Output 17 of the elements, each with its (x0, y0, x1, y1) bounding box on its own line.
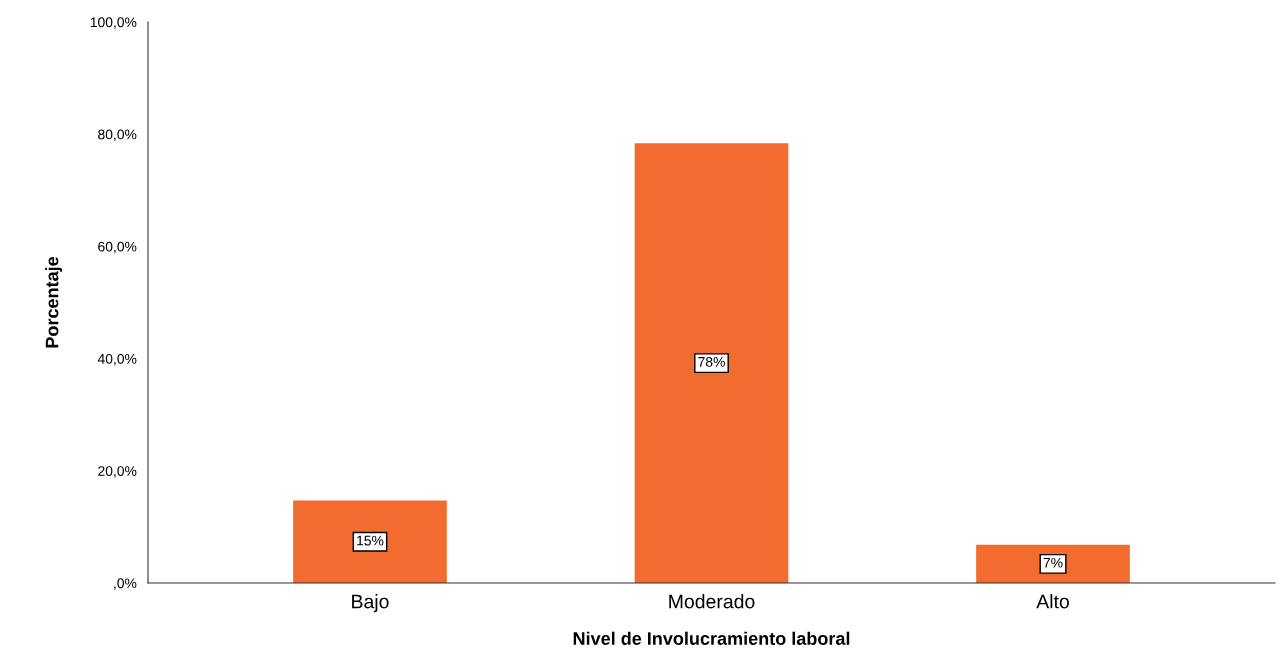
y-tick-label: 60,0% (98, 241, 137, 254)
data-label: 15% (357, 535, 384, 546)
x-tick-label: Moderado (669, 594, 755, 609)
y-tick-label: ,0% (114, 578, 137, 590)
x-tick-label: Alto (1036, 594, 1069, 609)
y-tick-label: 20,0% (98, 466, 137, 478)
bar (634, 143, 789, 583)
x-tick-label: Bajo (352, 594, 389, 613)
bar (293, 500, 447, 583)
y-tick-label: 100,0% (90, 17, 137, 29)
y-tick-label: 40,0% (97, 353, 137, 366)
data-label: 7% (1043, 557, 1063, 568)
x-axis-title: Nivel de Involucramiento laboral (573, 631, 850, 645)
bar (976, 544, 1130, 583)
y-tick-label: 80,0% (98, 129, 137, 142)
y-axis-title: Porcentaje (45, 256, 63, 348)
data-label: 78% (698, 356, 725, 367)
